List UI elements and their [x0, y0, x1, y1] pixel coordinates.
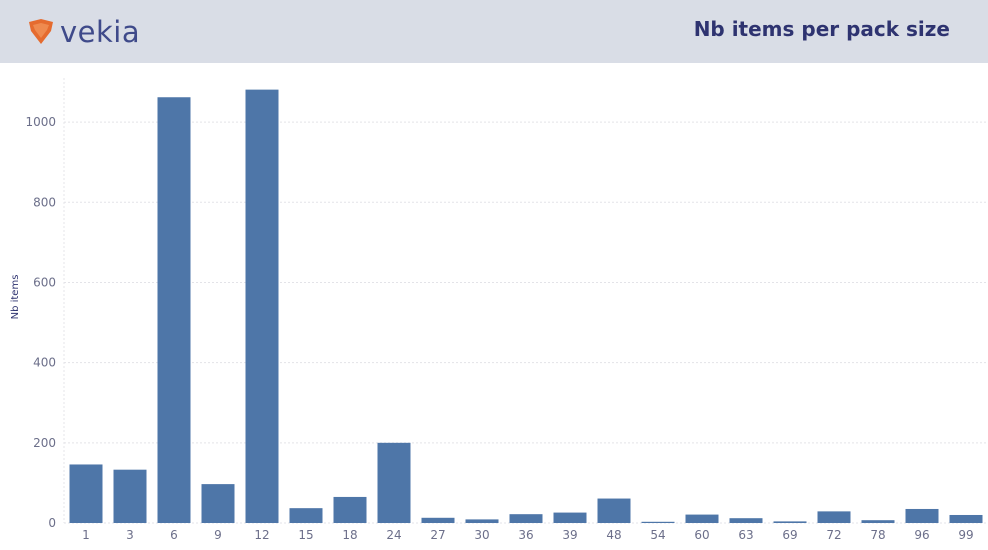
- bar-96[interactable]: [905, 508, 939, 523]
- y-axis-ticks: 0 200 400 600 800 1000: [25, 115, 56, 530]
- x-tick-label: 6: [170, 528, 178, 542]
- x-tick-label: 78: [870, 528, 885, 542]
- x-tick-label: 48: [606, 528, 621, 542]
- page-title: Nb items per pack size: [693, 17, 950, 41]
- x-tick-label: 39: [562, 528, 577, 542]
- bar-99[interactable]: [949, 514, 983, 523]
- x-tick-label: 30: [474, 528, 489, 542]
- bar-24[interactable]: [377, 442, 411, 523]
- logo-icon: [29, 19, 53, 44]
- bar-39[interactable]: [553, 512, 587, 523]
- x-tick-label: 9: [214, 528, 222, 542]
- x-tick-label: 15: [298, 528, 313, 542]
- bar-27[interactable]: [421, 517, 455, 523]
- x-tick-label: 60: [694, 528, 709, 542]
- x-tick-label: 96: [914, 528, 929, 542]
- bar-15[interactable]: [289, 508, 323, 523]
- x-tick-label: 1: [82, 528, 90, 542]
- y-tick-label: 600: [33, 275, 56, 289]
- bar-72[interactable]: [817, 511, 851, 523]
- bar-78[interactable]: [861, 520, 895, 523]
- header-bar: vekia Nb items per pack size: [0, 0, 988, 63]
- bar-30[interactable]: [465, 519, 499, 523]
- brand-logo[interactable]: vekia: [28, 14, 140, 50]
- y-tick-label: 400: [33, 356, 56, 370]
- bar-1[interactable]: [69, 464, 103, 523]
- chart-grid: [63, 78, 988, 524]
- chart-bars: [69, 89, 983, 524]
- bar-9[interactable]: [201, 484, 235, 523]
- bar-6[interactable]: [157, 97, 191, 524]
- x-tick-label: 36: [518, 528, 533, 542]
- bar-48[interactable]: [597, 498, 631, 523]
- bar-54[interactable]: [641, 521, 675, 523]
- x-tick-label: 54: [650, 528, 665, 542]
- x-axis-ticks: 1 3 6 9 12 15 18 24 27 30 36 39 48 54 60 63 69 72 78 96 99: [82, 528, 973, 542]
- y-axis-title: Nb items: [10, 275, 21, 320]
- bar-36[interactable]: [509, 514, 543, 523]
- x-tick-label: 27: [430, 528, 445, 542]
- bar-3[interactable]: [113, 469, 147, 523]
- x-tick-label: 24: [386, 528, 401, 542]
- y-tick-label: 800: [33, 195, 56, 209]
- y-tick-label: 1000: [25, 115, 56, 129]
- y-tick-label: 0: [48, 516, 56, 530]
- x-tick-label: 18: [342, 528, 357, 542]
- x-tick-label: 3: [126, 528, 134, 542]
- x-tick-label: 72: [826, 528, 841, 542]
- y-tick-label: 200: [33, 436, 56, 450]
- bar-69[interactable]: [773, 521, 807, 523]
- x-tick-label: 69: [782, 528, 797, 542]
- bar-63[interactable]: [729, 518, 763, 523]
- logo-text: vekia: [60, 15, 141, 49]
- bar-60[interactable]: [685, 514, 719, 523]
- bar-18[interactable]: [333, 496, 367, 523]
- x-tick-label: 63: [738, 528, 753, 542]
- x-tick-label: 99: [958, 528, 973, 542]
- bar-12[interactable]: [245, 89, 279, 523]
- x-tick-label: 12: [254, 528, 269, 542]
